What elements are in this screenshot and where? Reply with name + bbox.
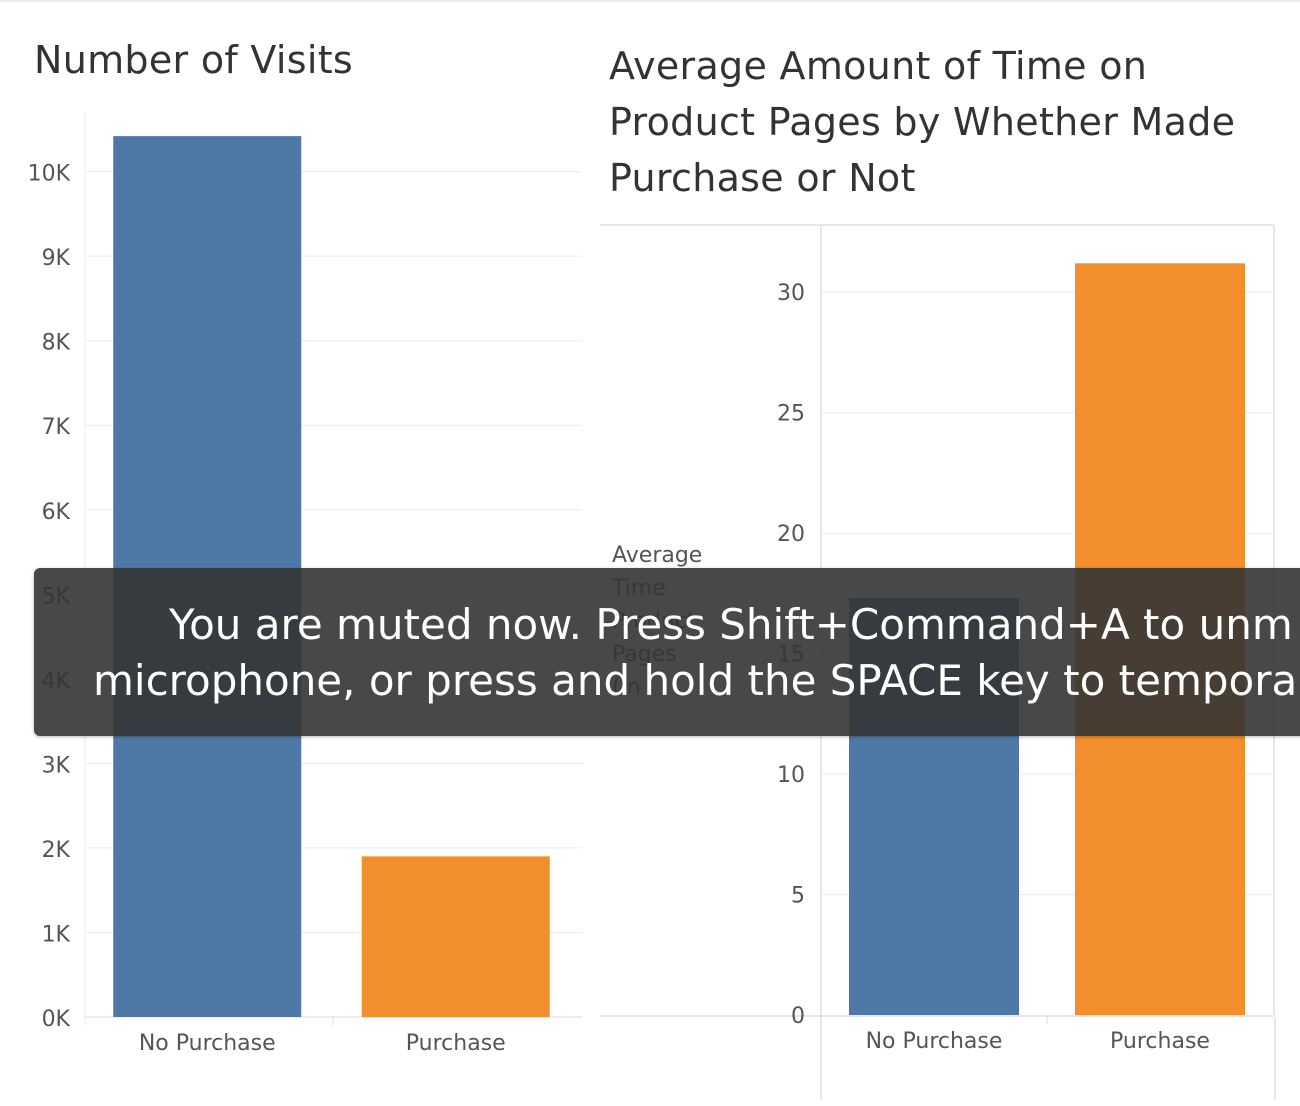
- y-tick-label: 25: [777, 402, 805, 427]
- x-tick-label: Purchase: [1110, 1029, 1210, 1054]
- y-tick-label: 0: [791, 1004, 805, 1029]
- y-tick-label: 2K: [42, 838, 71, 863]
- y-tick-label: 30: [777, 281, 805, 306]
- y-tick-label: 3K: [42, 753, 71, 778]
- notification-line-1: You are muted now. Press Shift+Command+A…: [169, 600, 1293, 649]
- y-tick-label: 20: [777, 522, 805, 547]
- muted-notification[interactable]: You are muted now. Press Shift+Command+A…: [34, 568, 1300, 736]
- y-tick-label: 7K: [42, 415, 71, 440]
- y-tick-label: 0K: [42, 1007, 71, 1032]
- y-tick-label: 1K: [42, 922, 71, 947]
- y-tick-label: 10: [777, 763, 805, 788]
- y-tick-label: 10K: [28, 162, 71, 187]
- x-tick-label: No Purchase: [866, 1029, 1003, 1054]
- y-tick-label: 9K: [42, 246, 71, 271]
- top-divider: [0, 0, 1300, 2]
- bar-purchase: [361, 856, 550, 1017]
- chart-title-time: Average Amount of Time on Product Pages …: [609, 44, 1236, 200]
- chart-title-visits: Number of Visits: [34, 38, 354, 82]
- x-tick-label: No Purchase: [139, 1031, 276, 1056]
- y-tick-label: 5: [791, 884, 805, 909]
- y-axis-title-line: Average: [612, 543, 702, 568]
- y-tick-label: 8K: [42, 331, 71, 356]
- y-tick-label: 6K: [42, 500, 71, 525]
- notification-line-2: microphone, or press and hold the SPACE …: [93, 656, 1298, 705]
- x-tick-label: Purchase: [406, 1031, 506, 1056]
